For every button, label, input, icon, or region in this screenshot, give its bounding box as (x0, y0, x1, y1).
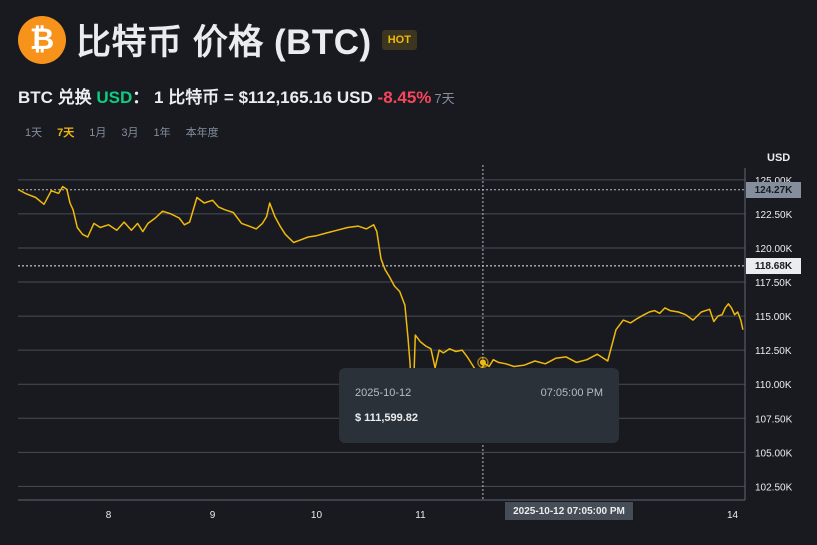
x-tick-label: 8 (106, 510, 112, 521)
y-tick-label: 102.50K (755, 482, 793, 493)
crosshair-time-label: 2025-10-12 07:05:00 PM (505, 502, 633, 520)
page-title: 比特币 价格 (BTC) (76, 23, 372, 62)
crosshair-point (479, 359, 486, 366)
y-tick-label: 117.50K (755, 278, 792, 289)
y-tick-label: 115.00K (755, 312, 792, 323)
y-tick-label: 120.00K (755, 244, 793, 255)
range-1m[interactable]: 1月 (89, 127, 107, 139)
y-tick-label: 105.00K (755, 448, 793, 459)
quote-currency-link[interactable]: USD (96, 88, 133, 107)
range-1y[interactable]: 1年 (153, 127, 171, 139)
price-change: -8.45% (377, 88, 432, 107)
price-line (17, 185, 744, 429)
range-3m[interactable]: 3月 (121, 127, 139, 139)
y-axis-label: USD (767, 152, 790, 164)
tooltip-date: 2025-10-12 (355, 387, 412, 399)
y-tick-label: 110.00K (755, 380, 792, 391)
hot-badge: HOT (381, 29, 417, 50)
y-tick-label: 125.00K (755, 176, 793, 187)
x-tick-label: 11 (415, 510, 426, 521)
x-tick-label: 14 (727, 510, 739, 521)
rate-equation: 1 比特币 = $112,165.16 USD (154, 88, 378, 107)
tooltip-time: 07:05:00 PM (540, 387, 603, 399)
high-price-tag: 124.27K (746, 182, 801, 198)
tooltip-value: $ 111,599.82 (355, 412, 419, 424)
crosshair-point-ring (477, 356, 489, 369)
range-1d[interactable]: 1天 (25, 127, 43, 139)
exchange-rate: BTC 兑换 USD： 1 比特币 = $112,165.16 USD -8.4… (18, 83, 455, 108)
x-tick-label: 10 (311, 510, 323, 521)
rate-separator: ： (132, 88, 155, 107)
range-ytd[interactable]: 本年度 (185, 127, 219, 139)
y-tick-label: 107.50K (755, 414, 793, 425)
x-tick-label: 9 (210, 510, 216, 521)
low-price-tag: 118.68K (746, 258, 801, 274)
rate-base: BTC 兑换 (18, 88, 97, 107)
bitcoin-icon: ₿ (18, 15, 66, 64)
y-tick-label: 122.50K (755, 210, 793, 221)
chart-tooltip: 2025-10-12 07:05:00 PM $ 111,599.82 (339, 368, 619, 443)
time-range-selector: 1天 7天 1月 3月 1年 本年度 (25, 124, 234, 140)
header: ₿ 比特币 价格 (BTC) HOT (18, 14, 417, 65)
range-7d[interactable]: 7天 (57, 127, 75, 139)
change-period: 7天 (434, 91, 455, 106)
y-tick-label: 112.50K (755, 346, 792, 357)
